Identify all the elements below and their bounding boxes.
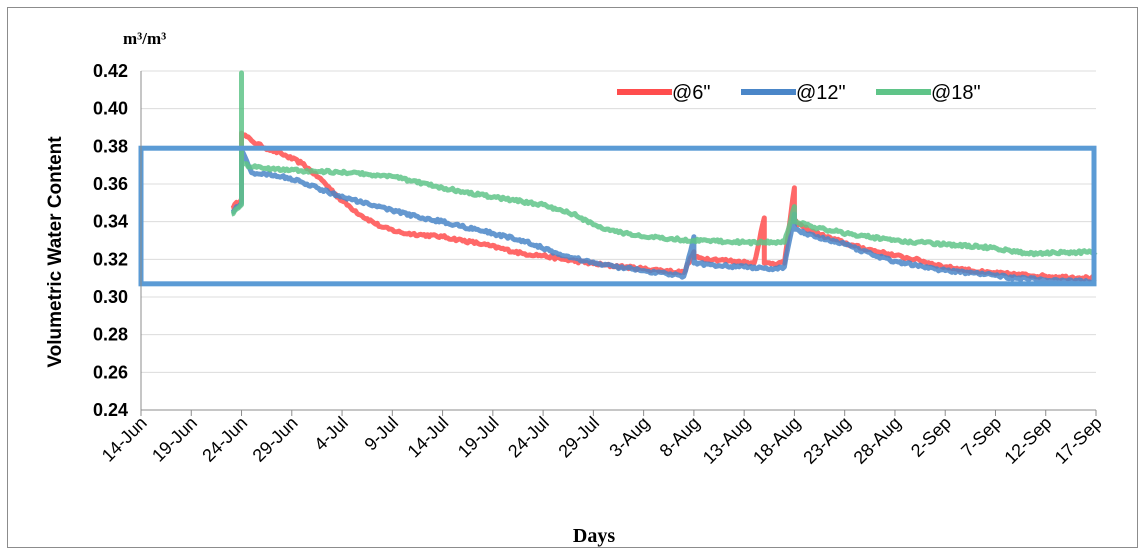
- y-tick-label: 0.28: [93, 325, 128, 345]
- x-tick-label: 29-Jun: [249, 413, 302, 466]
- x-tick-label: 24-Jun: [198, 413, 251, 466]
- y-tick-label: 0.34: [93, 212, 128, 232]
- x-tick-label: 8-Aug: [656, 413, 704, 461]
- unit-label: m³/m³: [123, 29, 166, 48]
- x-tick-label: 3-Aug: [605, 413, 653, 461]
- x-tick-label: 19-Jul: [454, 413, 503, 462]
- x-tick-label: 12-Sep: [1000, 413, 1055, 468]
- y-tick-label: 0.24: [93, 400, 128, 420]
- x-tick-label: 9-Jul: [360, 413, 402, 455]
- x-axis-title: Days: [573, 525, 615, 547]
- x-tick-label: 28-Aug: [850, 413, 905, 468]
- y-tick-labels: 0.24 0.26 0.28 0.30 0.32 0.34 0.36 0.38 0.40 0.42: [93, 61, 128, 420]
- y-tick-label: 0.40: [93, 99, 128, 119]
- y-tick-label: 0.26: [93, 362, 128, 382]
- x-tick-label: 18-Aug: [749, 413, 804, 468]
- x-tick-label: 2-Sep: [907, 413, 955, 461]
- y-axis-title: Volumetric Water Content: [45, 136, 66, 368]
- gridlines: [141, 71, 1096, 372]
- legend-label: @6": [672, 82, 711, 104]
- axes: [141, 71, 1096, 410]
- x-tick-label: 24-Jul: [504, 413, 553, 462]
- series-line: [232, 133, 1097, 279]
- x-tick-label: 13-Aug: [699, 413, 754, 468]
- x-tick-label: 17-Sep: [1051, 413, 1106, 468]
- x-tick-label: 14-Jul: [404, 413, 453, 462]
- legend-label: @18": [931, 82, 981, 104]
- series-lines: [232, 73, 1097, 283]
- y-tick-label: 0.32: [93, 249, 128, 269]
- y-tick-label: 0.38: [93, 136, 128, 156]
- y-tick-label: 0.36: [93, 174, 128, 194]
- x-tick-label: 29-Jul: [554, 413, 603, 462]
- chart-svg: 0.24 0.26 0.28 0.30 0.32 0.34 0.36 0.38 0.40 0.42…: [8, 8, 1139, 549]
- x-tick-label: 4-Jul: [310, 413, 352, 455]
- x-tick-label: 23-Aug: [799, 413, 854, 468]
- legend: @6" @12" @18": [617, 82, 981, 104]
- y-tick-label: 0.42: [93, 61, 128, 81]
- x-tick-label: 14-Jun: [98, 413, 151, 466]
- x-tick-label: 19-Jun: [148, 413, 201, 466]
- y-tick-label: 0.30: [93, 287, 128, 307]
- x-tick-label: 7-Sep: [957, 413, 1005, 461]
- legend-label: @12": [796, 82, 846, 104]
- chart-frame: 0.24 0.26 0.28 0.30 0.32 0.34 0.36 0.38 0.40 0.42…: [7, 7, 1138, 548]
